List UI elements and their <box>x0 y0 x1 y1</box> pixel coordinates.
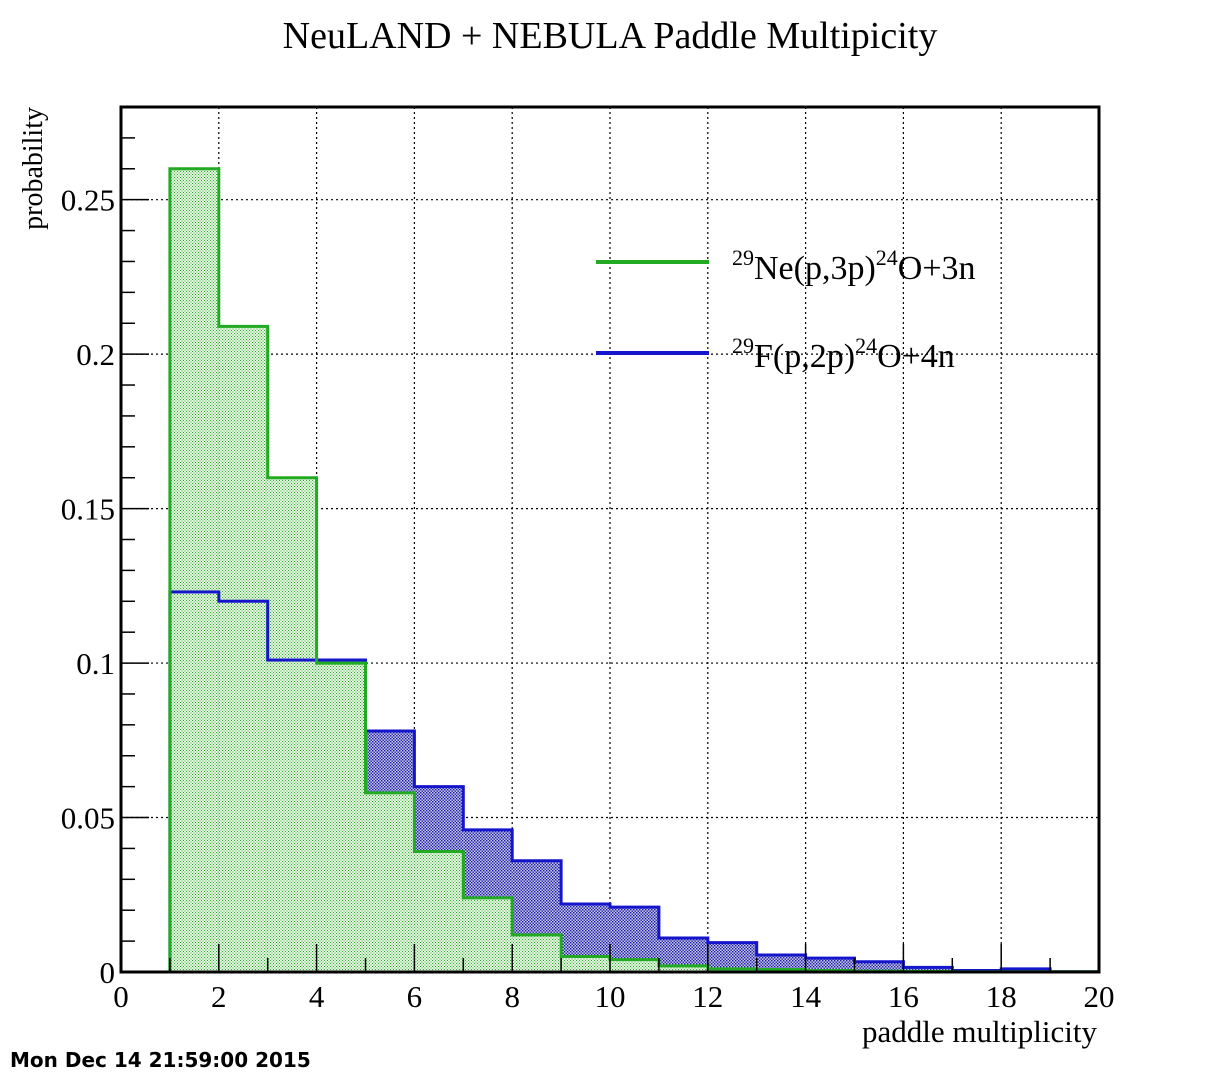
axis-ticks <box>120 106 1100 973</box>
x-tick-label-9: 18 <box>986 979 1017 1014</box>
x-tick-label-0: 0 <box>113 979 129 1014</box>
y-tick-label-3: 0.15 <box>61 492 115 527</box>
x-tick-label-2: 4 <box>309 979 325 1014</box>
bar-ne-3 <box>267 477 317 972</box>
bar-f-13 <box>756 955 806 972</box>
bar-ne-12 <box>707 968 757 972</box>
x-tick-label-1: 2 <box>211 979 227 1014</box>
y-tick-label-0: 0 <box>100 955 116 990</box>
bar-ne-1 <box>169 168 219 973</box>
legend-label-ne: 29Ne(p,3p)24O+3n <box>732 245 976 287</box>
bar-ne-9 <box>561 956 610 972</box>
x-tick-label-7: 14 <box>790 979 822 1014</box>
y-tick-label-5: 0.25 <box>61 183 115 218</box>
bar-ne-8 <box>512 934 562 972</box>
bar-ne-11 <box>658 965 708 972</box>
x-tick-label-3: 6 <box>407 979 423 1014</box>
legend: 29Ne(p,3p)24O+3n 29F(p,2p)24O+4n <box>596 245 976 375</box>
timestamp: Mon Dec 14 21:59:00 2015 <box>10 1048 311 1072</box>
x-tick-label-10: 20 <box>1084 979 1115 1014</box>
x-tick-label-4: 8 <box>504 979 520 1014</box>
legend-f-core1: F(p,2p) <box>754 338 855 375</box>
legend-label-f: 29F(p,2p)24O+4n <box>732 333 955 375</box>
legend-f-iso2: 24 <box>855 333 877 358</box>
bar-f-15 <box>854 961 904 972</box>
x-tick-label-6: 12 <box>692 979 723 1014</box>
y-tick-labels: 0 0.05 0.1 0.15 0.2 0.25 <box>61 183 115 990</box>
series-ne-bars <box>169 168 1099 973</box>
x-axis-label: paddle multiplicity <box>862 1014 1098 1049</box>
y-tick-label-4: 0.2 <box>76 337 115 372</box>
bar-ne-6 <box>414 851 464 972</box>
bar-ne-7 <box>463 897 513 972</box>
bar-f-16 <box>903 967 953 972</box>
y-tick-label-1: 0.05 <box>61 801 115 836</box>
legend-f-iso1: 29 <box>732 333 754 358</box>
bar-f-12 <box>707 942 757 972</box>
bar-f-14 <box>805 958 855 972</box>
legend-ne-iso1: 29 <box>732 245 754 270</box>
bar-ne-5 <box>365 792 415 972</box>
legend-ne-core2: O+3n <box>898 250 976 287</box>
x-tick-label-5: 10 <box>595 979 626 1014</box>
legend-ne-iso2: 24 <box>876 245 898 270</box>
step-line-f <box>121 590 1099 974</box>
chart-title: NeuLAND + NEBULA Paddle Multipicity <box>283 15 938 57</box>
y-tick-label-2: 0.1 <box>76 646 115 681</box>
bar-ne-4 <box>316 663 366 972</box>
x-tick-label-8: 16 <box>888 979 919 1014</box>
legend-ne-core1: Ne(p,3p) <box>754 250 876 287</box>
x-tick-labels: 0 2 4 6 8 10 12 14 16 18 20 <box>113 979 1114 1014</box>
bar-ne-2 <box>218 326 268 972</box>
legend-f-core2: O+4n <box>877 338 955 375</box>
bar-ne-10 <box>610 959 659 972</box>
y-axis-label: probability <box>18 107 49 230</box>
